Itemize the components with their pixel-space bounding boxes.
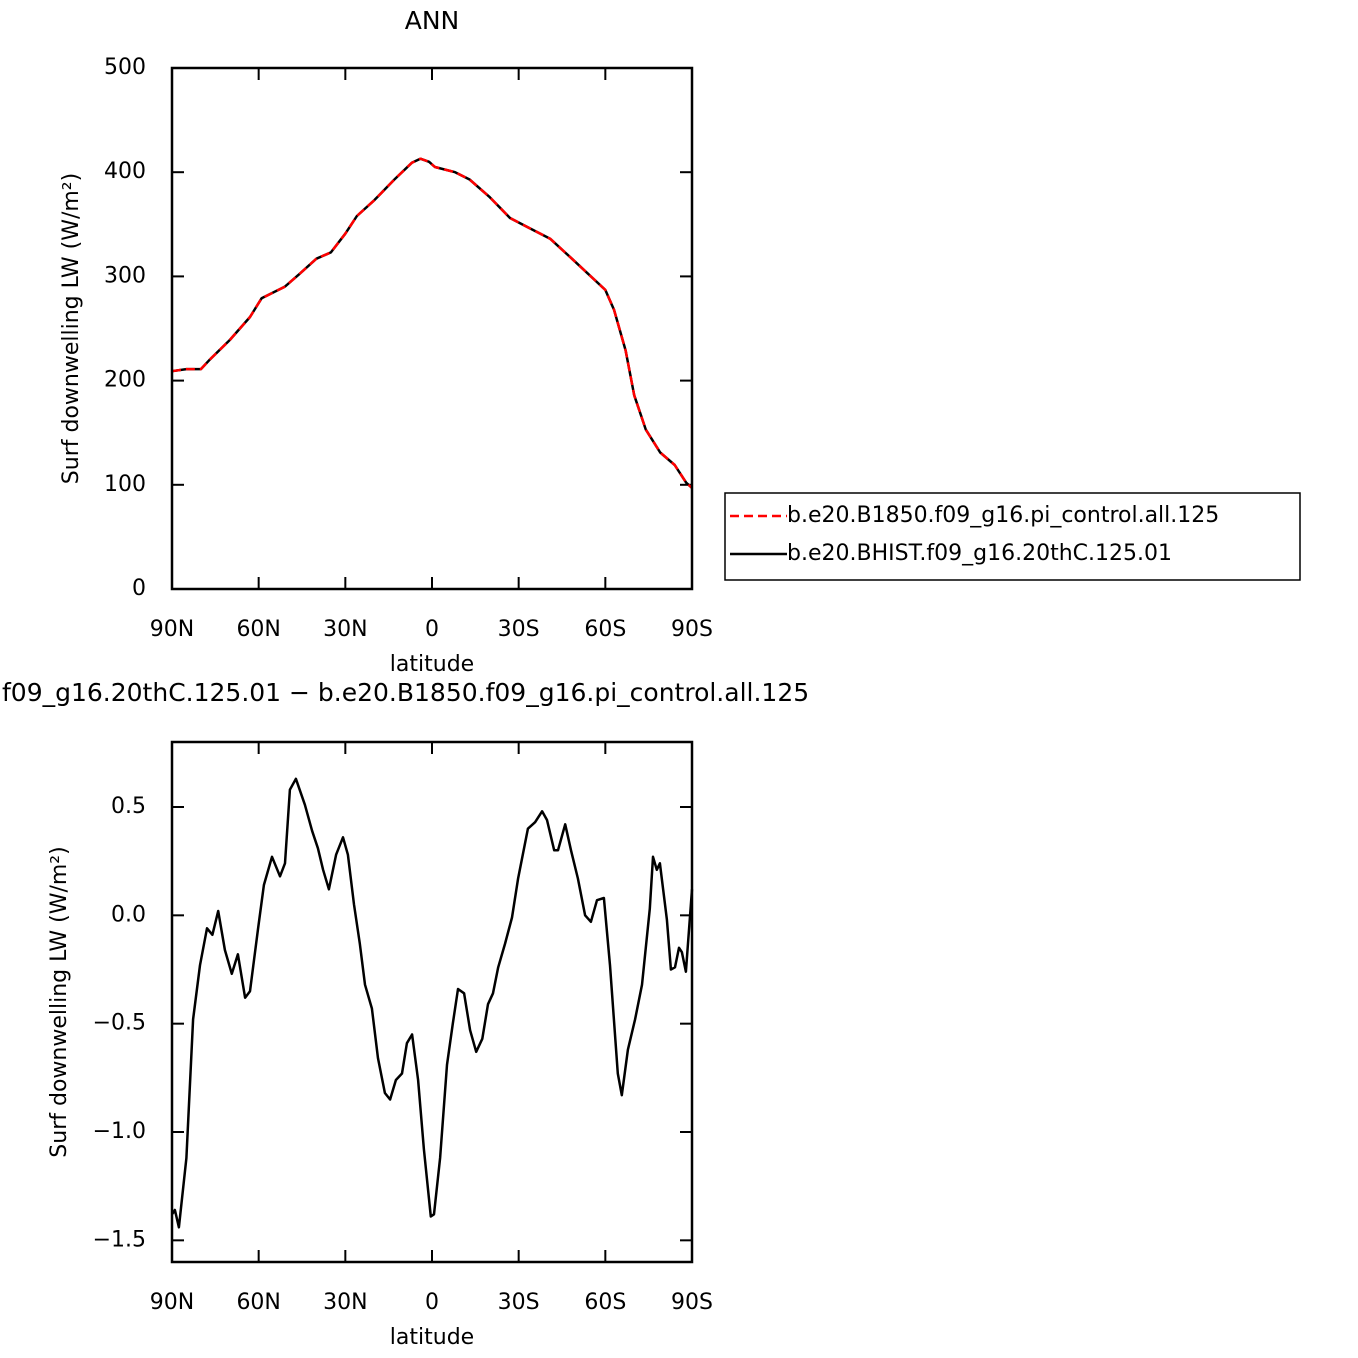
y-tick-label: 200 [104, 368, 146, 393]
y-tick-label: 500 [104, 55, 146, 80]
x-axis-label: latitude [390, 652, 474, 677]
y-tick-label: 100 [104, 472, 146, 497]
plot-frame [170, 740, 694, 1264]
x-tick-label: 90S [671, 617, 713, 642]
x-tick-label: 90N [150, 617, 194, 642]
x-tick-label: 30N [323, 617, 367, 642]
y-tick-label: −0.5 [93, 1011, 146, 1036]
y-axis-label: Surf downwelling LW (W/m²) [59, 173, 84, 484]
y-axis-label: Surf downwelling LW (W/m²) [47, 846, 72, 1157]
x-tick-label: 90N [150, 1290, 194, 1315]
x-tick-label: 60S [584, 1290, 626, 1315]
y-tick-label: 300 [104, 263, 146, 288]
x-tick-label: 60N [236, 617, 280, 642]
y-tick-label: −1.0 [93, 1119, 146, 1144]
y-tick-label: −1.5 [93, 1227, 146, 1252]
data-line [171, 157, 693, 489]
x-axis-label: latitude [390, 1325, 474, 1350]
y-tick-label: 0 [132, 576, 146, 601]
plot-frame [170, 66, 694, 591]
x-tick-label: 30N [323, 1290, 367, 1315]
x-tick-label: 0 [425, 617, 439, 642]
y-tick-label: 0.0 [111, 902, 146, 927]
legend-label: b.e20.BHIST.f09_g16.20thC.125.01 [787, 541, 1172, 566]
y-tick-label: 0.5 [111, 794, 146, 819]
data-line [171, 157, 693, 489]
chart-title: f09_g16.20thC.125.01 − b.e20.B1850.f09_g… [2, 678, 809, 707]
legend-label: b.e20.B1850.f09_g16.pi_control.all.125 [787, 503, 1219, 528]
x-tick-label: 30S [498, 1290, 540, 1315]
x-tick-label: 60S [584, 617, 626, 642]
chart-title: ANN [405, 6, 460, 35]
x-tick-label: 60N [236, 1290, 280, 1315]
data-line [170, 777, 694, 1229]
x-tick-label: 90S [671, 1290, 713, 1315]
legend-box [724, 492, 1301, 581]
x-tick-label: 0 [425, 1290, 439, 1315]
y-tick-label: 400 [104, 159, 146, 184]
x-tick-label: 30S [498, 617, 540, 642]
